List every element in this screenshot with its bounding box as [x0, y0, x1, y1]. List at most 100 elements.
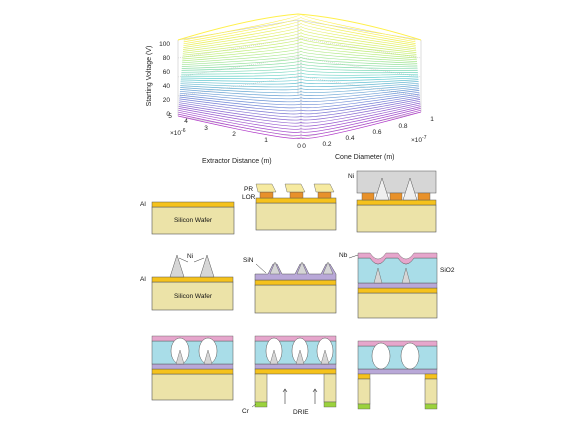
aluminum-layer: [424, 373, 438, 380]
wafer-label: Silicon Wafer: [174, 293, 213, 300]
cavity: [400, 342, 420, 370]
step-7-panel: [151, 335, 234, 401]
photoresist-cap: [313, 183, 335, 193]
nickel-label: Ni: [348, 173, 354, 180]
lor-block: [417, 192, 431, 201]
step-9-panel: [357, 340, 438, 410]
lor-block: [361, 192, 375, 201]
y-tick: 2: [232, 131, 236, 138]
nickel-cone: [402, 177, 418, 201]
nitride-layer: [151, 363, 234, 370]
aluminum-layer: [255, 197, 337, 204]
nickel-cone: [169, 254, 185, 278]
surface-contour-line: [181, 63, 418, 71]
surface-contour-line: [178, 109, 421, 136]
photoresist-cap: [255, 183, 277, 193]
x-tick: 1: [430, 116, 434, 123]
step-6-panel: Nb SiO2: [339, 252, 455, 319]
x-axis-label: Cone Diameter (m): [335, 154, 395, 161]
silicon-wafer: [255, 202, 337, 231]
y-tick: 0: [297, 143, 301, 150]
y-tick: 4: [184, 118, 188, 125]
nickel-cone: [269, 349, 279, 365]
g-element: 100 80 60 40 20 0: [159, 41, 170, 118]
nickel-cone: [295, 349, 305, 365]
nitride-layer: [357, 282, 438, 289]
z-tick: 60: [163, 69, 171, 76]
nickel-cone: [199, 254, 215, 278]
surface-contour-line: [179, 86, 420, 97]
surface-contour-line: [178, 108, 421, 133]
surface-contour-line: [179, 91, 420, 106]
chromium-mask: [323, 401, 337, 408]
surface-contour-line: [182, 50, 418, 64]
g-element: 0 0.2 0.4 0.6 0.8 1: [302, 116, 434, 150]
x-tick: 0: [302, 143, 306, 150]
silicon-wafer: [254, 284, 337, 314]
surface-plot: 100 80 60 40 20 0 Starting Voltage (V) 0…: [146, 13, 434, 165]
surface-contour-line: [183, 22, 416, 47]
surface-contour-line: [180, 84, 419, 94]
surface-contour-line: [180, 79, 419, 85]
z-axis-label: Starting Voltage (V): [146, 46, 153, 107]
step-1-panel: Al Silicon Wafer: [140, 201, 235, 235]
x-tick: 0.4: [345, 135, 354, 142]
lor-label: LOR: [242, 194, 256, 201]
nitride-label: SiN: [243, 257, 254, 264]
niobium-layer: [357, 252, 438, 265]
surface-contour-line: [181, 72, 419, 77]
label-leader: [348, 254, 359, 259]
nickel-cone: [175, 349, 185, 365]
surface-contour-line: [179, 95, 420, 112]
surface-contour-line: [182, 31, 417, 52]
aluminum-layer: [357, 373, 371, 380]
y-tick: 3: [204, 125, 208, 132]
x-tick: 0.8: [398, 123, 407, 130]
oxide-layer: [357, 345, 438, 370]
chromium-mask: [424, 403, 438, 410]
surface-mesh: [177, 13, 422, 139]
niobium-layer: [357, 340, 438, 347]
wafer-pillar: [357, 378, 371, 405]
g-element: 0 1 2 3 4 5: [168, 113, 301, 150]
silicon-wafer: [356, 204, 437, 233]
wafer-label: Silicon Wafer: [174, 217, 213, 224]
y-axis-label: Extractor Distance (m): [202, 158, 272, 165]
z-tick: 20: [163, 97, 171, 104]
niobium-layer: [151, 335, 234, 342]
drie-arrow: [312, 388, 318, 404]
oxide-layer: [151, 340, 234, 365]
surface-contour-line: [183, 19, 416, 45]
nitride-layer: [357, 368, 438, 375]
surface-contour-line: [179, 88, 420, 100]
lor-block: [389, 192, 403, 201]
surface-contour-line: [177, 111, 422, 139]
surface-contour-line: [178, 106, 421, 130]
step-4-panel: Ni Al Silicon Wafer: [140, 253, 234, 311]
cr-arrow: [251, 403, 257, 408]
surface-contour-line: [182, 34, 417, 54]
cavity: [371, 342, 391, 370]
aluminum-layer: [151, 201, 235, 208]
aluminum-layer: [254, 279, 337, 286]
pr-label: PR: [244, 186, 253, 193]
surface-contour-line: [178, 102, 421, 124]
step-5-panel: SiN: [243, 257, 337, 314]
x-exponent: ×10-7: [411, 135, 427, 144]
label-leader: [178, 257, 205, 263]
silicon-wafer: [151, 281, 234, 311]
lor-block: [259, 191, 274, 199]
nickel-label: Ni: [187, 253, 193, 260]
aluminum-label: Al: [140, 201, 146, 208]
aluminum-layer: [151, 276, 234, 283]
surface-contour-line: [183, 25, 416, 48]
silicon-wafer: [357, 292, 438, 319]
aluminum-layer: [254, 368, 337, 375]
surface-top-edge: [177, 13, 422, 41]
photoresist-cap: [284, 183, 306, 193]
surface-contour-line: [179, 93, 420, 109]
surface-contour-line: [180, 81, 419, 88]
surface-contour-line: [180, 75, 419, 80]
